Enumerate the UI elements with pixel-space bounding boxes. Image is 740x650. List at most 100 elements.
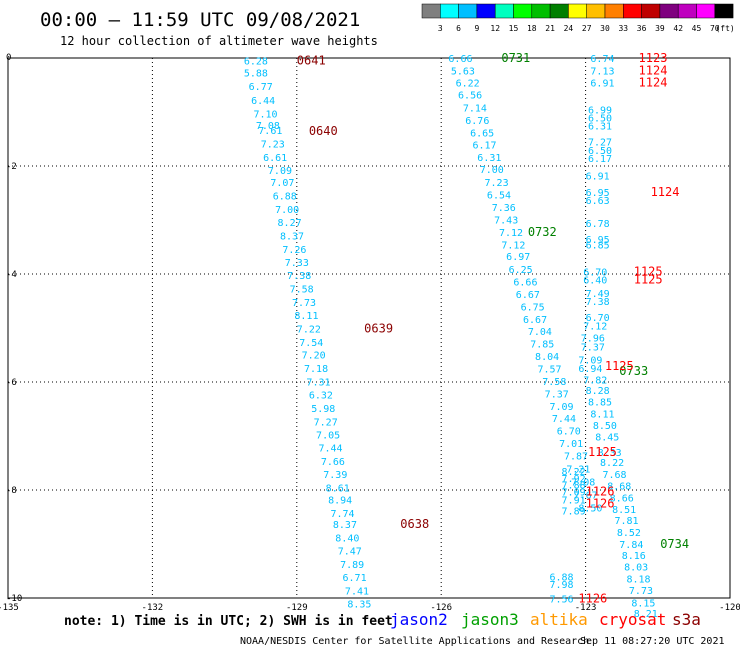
swh-value-label: 8.52 — [617, 528, 641, 539]
axis-ticks: -135 -132 -129 -126 -123 -120 0 -2 -4 -6 -8 -10 — [0, 53, 740, 613]
swh-value-label: 6.66 — [448, 54, 472, 65]
colorbar-swatch — [641, 3, 661, 19]
colorbar-swatch — [476, 3, 496, 19]
swh-value-label: 6.54 — [487, 191, 511, 202]
colorbar-swatch — [421, 3, 441, 19]
swh-value-label: 7.89 — [562, 507, 586, 518]
swh-value-label: 8.94 — [328, 496, 352, 507]
swh-value-label: 8.85 — [588, 397, 612, 408]
swh-value-label: 8.37 — [333, 520, 357, 531]
colorbar-swatch — [531, 3, 551, 19]
swh-value-label: 8.51 — [612, 505, 636, 516]
swh-value-label: 7.36 — [492, 203, 516, 214]
colorbar-swatch — [494, 3, 514, 19]
colorbar-swatch — [440, 3, 459, 19]
time-label: 1124 — [639, 63, 668, 77]
swh-value-label: 8.03 — [624, 563, 648, 574]
colorbar-swatch — [677, 3, 697, 19]
swh-value-label: 7.91 — [562, 496, 586, 507]
swh-value-label: 6.40 — [583, 275, 607, 286]
swh-value-label: 6.85 — [586, 240, 610, 251]
colorbar: 3 6 9 12 15 18 21 24 27 30 33 36 39 42 45 70(ft) — [421, 3, 735, 33]
swh-value-label: 7.38 — [287, 271, 311, 282]
swh-value-label: 6.65 — [470, 129, 494, 140]
swh-value-label: 7.12 — [501, 240, 525, 251]
swh-value-label: 7.08 — [256, 121, 280, 132]
colorbar-label: 27 — [582, 24, 592, 33]
swh-value-label: 7.81 — [614, 516, 638, 527]
swh-value-label: 6.67 — [516, 290, 540, 301]
swh-value-label: 7.66 — [321, 457, 345, 468]
time-label: 0733 — [619, 364, 648, 378]
swh-value-label: 6.32 — [309, 390, 333, 401]
swh-value-label: 6.75 — [521, 302, 545, 313]
swh-value-label: 5.98 — [311, 404, 335, 415]
swh-value-label: 7.27 — [314, 417, 338, 428]
swh-value-label: 6.31 — [477, 153, 501, 164]
swh-value-label: 7.85 — [530, 340, 554, 351]
colorbar-swatch — [513, 3, 533, 19]
colorbar-label: 15 — [509, 24, 519, 33]
swh-value-label: 7.05 — [316, 430, 340, 441]
swh-value-label: 7.37 — [545, 389, 569, 400]
x-tick-label: -132 — [142, 603, 164, 613]
colorbar-label: 33 — [618, 24, 628, 33]
swh-value-label: 5.63 — [451, 66, 475, 77]
swh-value-label: 8.35 — [347, 599, 371, 610]
swh-value-label: 6.61 — [263, 153, 287, 164]
swh-value-label: 6.50 — [588, 113, 612, 124]
plot-frame — [7, 57, 731, 599]
time-label: 1126 — [586, 485, 615, 499]
data-points: 6.285.886.776.447.107.087.617.236.617.09… — [244, 54, 658, 620]
time-label: 1126 — [586, 497, 615, 511]
swh-value-label: 8.27 — [278, 218, 302, 229]
swh-value-label: 7.73 — [629, 586, 653, 597]
swh-value-label: 7.56 — [550, 595, 574, 606]
swh-value-label: 7.09 — [578, 355, 602, 366]
colorbar-label: 36 — [637, 24, 647, 33]
swh-value-label: 6.99 — [588, 105, 612, 116]
swh-value-label: 7.89 — [340, 560, 364, 571]
swh-value-label: 7.00 — [275, 205, 299, 216]
swh-value-label: 7.41 — [345, 586, 369, 597]
swh-value-label: 7.21 — [566, 464, 590, 475]
swh-value-label: 8.40 — [335, 534, 359, 545]
footer-timestamp: Sep 11 08:27:20 UTC 2021 — [580, 636, 725, 647]
x-tick-label: -123 — [575, 603, 597, 613]
swh-value-label: 7.82 — [583, 375, 607, 386]
swh-value-label: 7.04 — [528, 327, 552, 338]
swh-value-label: 6.22 — [456, 78, 480, 89]
colorbar-label: 9 — [474, 24, 479, 33]
swh-value-label: 7.12 — [583, 321, 607, 332]
swh-value-label: 8.68 — [607, 482, 631, 493]
swh-value-label: 6.95 — [586, 188, 610, 199]
plot-grid — [8, 58, 730, 598]
time-label: 0640 — [309, 124, 338, 138]
y-tick-label: -2 — [6, 162, 17, 172]
swh-value-label: 8.33 — [598, 448, 622, 459]
colorbar-label: 30 — [600, 24, 610, 33]
swh-value-label: 8.15 — [631, 598, 655, 609]
y-tick-label: 0 — [6, 53, 11, 63]
colorbar-swatch — [623, 3, 642, 19]
colorbar-label: 12 — [490, 24, 500, 33]
colorbar-label: 18 — [527, 24, 537, 33]
time-label: 0641 — [297, 54, 326, 68]
swh-value-label: 7.47 — [338, 546, 362, 557]
swh-value-label: 8.28 — [586, 386, 610, 397]
swh-value-label: 6.76 — [465, 116, 489, 127]
colorbar-label: 3 — [438, 24, 443, 33]
colorbar-swatch — [659, 3, 679, 19]
swh-value-label: 6.67 — [523, 315, 547, 326]
swh-value-label: 8.21 — [634, 609, 658, 620]
time-label: 0732 — [528, 225, 557, 239]
swh-value-label: 8.61 — [326, 483, 350, 494]
swh-value-label: 6.56 — [458, 91, 482, 102]
time-label: 0638 — [400, 517, 429, 531]
swh-value-label: 7.23 — [261, 139, 285, 150]
swh-value-label: 8.50 — [593, 421, 617, 432]
swh-value-label: 6.91 — [590, 78, 614, 89]
colorbar-swatch — [568, 3, 587, 19]
swh-value-label: 6.78 — [586, 219, 610, 230]
swh-value-label: 6.17 — [472, 140, 496, 151]
